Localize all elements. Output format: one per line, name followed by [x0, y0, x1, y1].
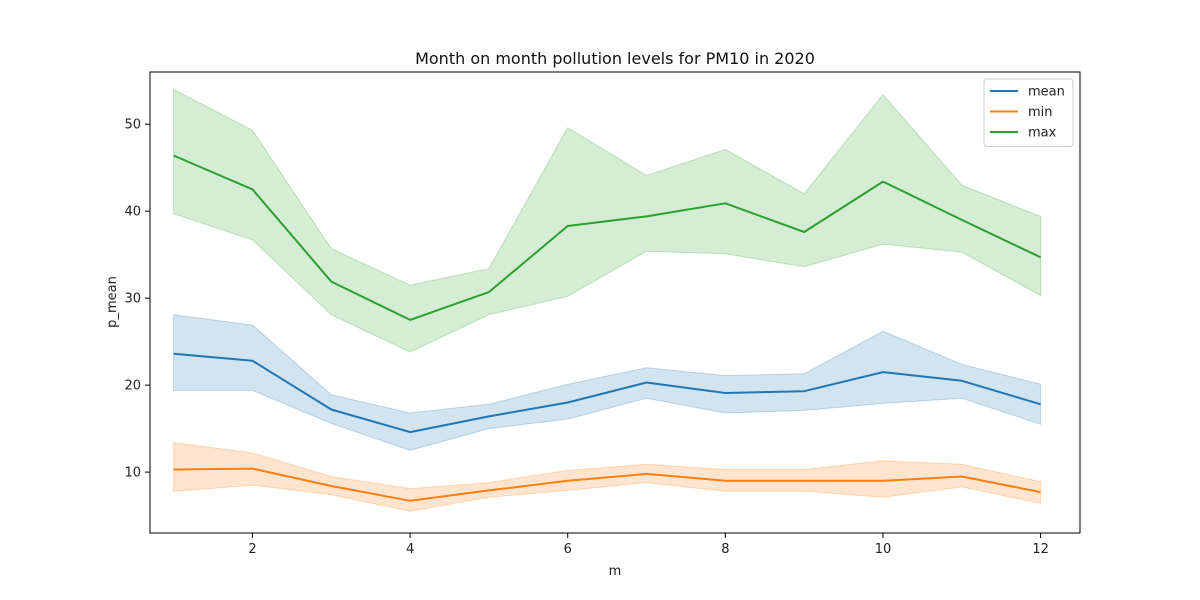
- y-tick-label-40: 40: [124, 205, 141, 220]
- x-tick-label-10: 10: [875, 542, 892, 557]
- x-axis: 2 4 6 8 10 12: [248, 533, 1049, 557]
- x-tick-label-6: 6: [564, 542, 572, 557]
- legend-box: [983, 78, 1074, 147]
- band-mean: [173, 314, 1042, 451]
- legend: mean min max: [983, 78, 1074, 147]
- x-tick-label-12: 12: [1032, 542, 1049, 557]
- legend-label-mean: mean: [1028, 85, 1065, 100]
- x-tick-label-2: 2: [248, 542, 256, 557]
- series-line-min: [173, 467, 1041, 502]
- series-lines: [173, 154, 1042, 502]
- y-tick-label-20: 20: [124, 379, 141, 394]
- series-line-mean: [173, 352, 1041, 434]
- legend-label-min: min: [1028, 105, 1053, 120]
- x-tick-label-4: 4: [406, 542, 414, 557]
- y-tick-label-10: 10: [124, 466, 141, 481]
- series-line-max: [173, 154, 1042, 321]
- chart-title: Month on month pollution levels for PM10…: [415, 49, 815, 68]
- y-axis: 10 20 30 40 50: [124, 118, 150, 481]
- x-tick-label-8: 8: [721, 542, 729, 557]
- y-axis-label: p_mean: [105, 276, 120, 328]
- y-tick-label-50: 50: [124, 118, 141, 133]
- y-tick-label-30: 30: [124, 292, 141, 307]
- plot-frame: [149, 71, 1081, 534]
- x-axis-label: m: [609, 564, 622, 579]
- legend-label-max: max: [1028, 126, 1057, 141]
